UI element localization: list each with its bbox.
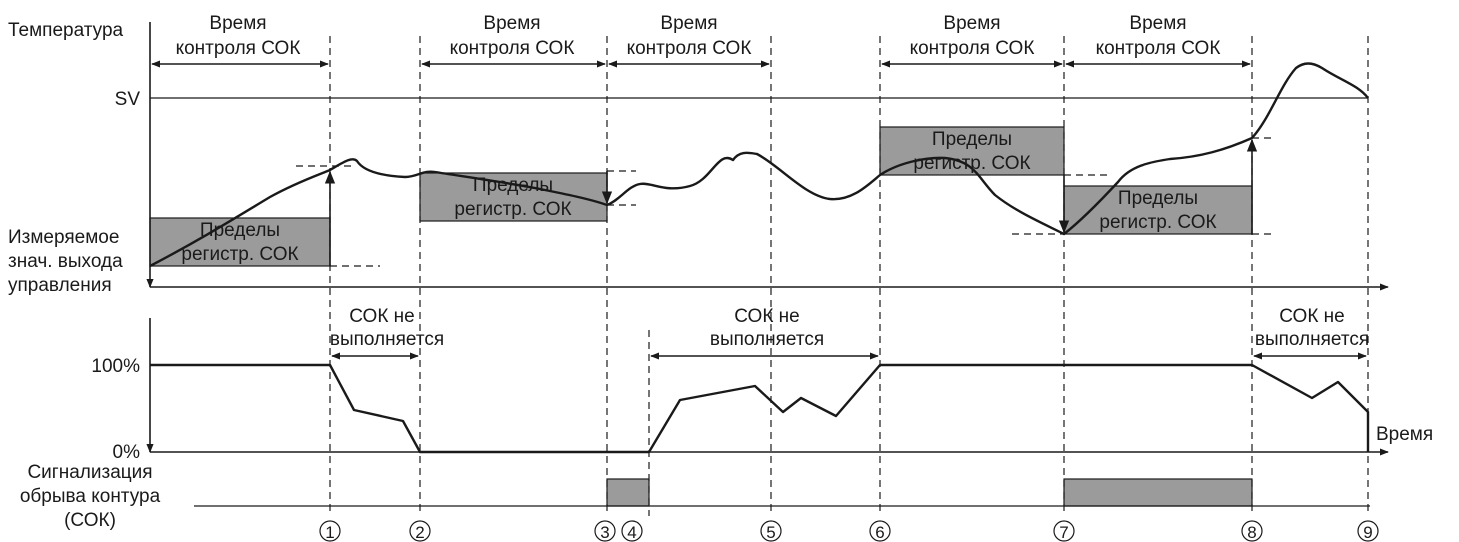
limit-label-4: Пределы регистр. СОК [1099,188,1216,233]
temperature-axis-label: Температура [8,20,124,41]
control-time-label-3: Время контроля СОК [627,13,752,59]
svg-text:регистр. СОК: регистр. СОК [454,199,571,220]
svg-text:Пределы: Пределы [1118,188,1198,209]
reference-lines [296,137,1272,267]
svg-text:9: 9 [1363,523,1372,542]
not-executed-label-3: СОК не выполняется [1255,306,1369,350]
svg-text:контроля СОК: контроля СОК [176,38,301,59]
svg-text:СОК не: СОК не [1279,306,1345,327]
time-axis-label: Время [1376,424,1433,445]
marker-7: 7 [1053,520,1075,542]
limit-label-2: Пределы регистр. СОК [454,175,571,220]
detection-limit-box-3 [879,126,1065,176]
svg-text:3: 3 [600,523,609,542]
svg-text:Пределы: Пределы [473,175,553,196]
limit-label-3: Пределы регистр. СОК [913,129,1030,174]
pct-0-label: 0% [113,442,141,463]
measured-label-line3: управления [8,275,112,296]
control-time-label-1: Время контроля СОК [176,13,301,59]
marker-4: 4 [621,520,643,542]
control-time-label-4: Время контроля СОК [910,13,1035,59]
svg-text:2: 2 [415,523,424,542]
deviation-arrows [324,138,1258,266]
svg-text:выполняется: выполняется [330,329,444,350]
detection-limit-box-1 [149,217,331,267]
alarm-label-line2: обрыва контура [20,486,161,507]
svg-text:Пределы: Пределы [200,220,280,241]
sv-label: SV [115,89,141,110]
svg-text:Время: Время [209,13,266,34]
svg-text:СОК не: СОК не [734,306,800,327]
temperature-curve [149,62,1369,268]
marker-1: 1 [319,520,341,542]
alarm-label-line1: Сигнализация [27,462,152,483]
svg-text:Пределы: Пределы [932,129,1012,150]
svg-text:Время: Время [660,13,717,34]
marker-9: 9 [1357,520,1379,542]
svg-text:регистр. СОК: регистр. СОК [913,153,1030,174]
alarm-bar-2 [1063,478,1253,507]
svg-text:контроля СОК: контроля СОК [910,38,1035,59]
alarm-label-line3: (СОК) [64,510,116,531]
svg-text:регистр. СОК: регистр. СОК [181,244,298,265]
svg-text:контроля СОК: контроля СОК [627,38,752,59]
control-time-label-2: Время контроля СОК [450,13,575,59]
svg-text:8: 8 [1247,523,1256,542]
pct-100-label: 100% [91,356,140,377]
svg-text:регистр. СОК: регистр. СОК [1099,212,1216,233]
svg-text:Время: Время [483,13,540,34]
svg-text:Время: Время [1129,13,1186,34]
marker-3: 3 [594,520,616,542]
detection-limit-box-4 [1063,185,1253,235]
svg-text:выполняется: выполняется [1255,329,1369,350]
svg-text:4: 4 [627,523,636,542]
svg-text:Время: Время [943,13,1000,34]
marker-6: 6 [869,520,891,542]
svg-text:СОК не: СОК не [349,306,415,327]
measured-label-line1: Измеряемое [8,227,119,248]
svg-text:6: 6 [875,523,884,542]
alarm-bar-1 [606,478,650,507]
marker-2: 2 [409,520,431,542]
measured-label-line2: знач. выхода [8,251,123,272]
limit-label-1: Пределы регистр. СОК [181,220,298,265]
not-executed-label-1: СОК не выполняется [330,306,444,350]
svg-text:контроля СОК: контроля СОК [450,38,575,59]
svg-text:выполняется: выполняется [710,329,824,350]
svg-text:5: 5 [766,523,775,542]
svg-text:1: 1 [325,523,334,542]
control-time-label-5: Время контроля СОК [1096,13,1221,59]
event-lines [329,36,1369,516]
svg-text:7: 7 [1059,523,1068,542]
marker-5: 5 [760,520,782,542]
marker-8: 8 [1241,520,1263,542]
not-executed-label-2: СОК не выполняется [710,306,824,350]
svg-text:контроля СОК: контроля СОК [1096,38,1221,59]
output-curve [150,363,1370,454]
